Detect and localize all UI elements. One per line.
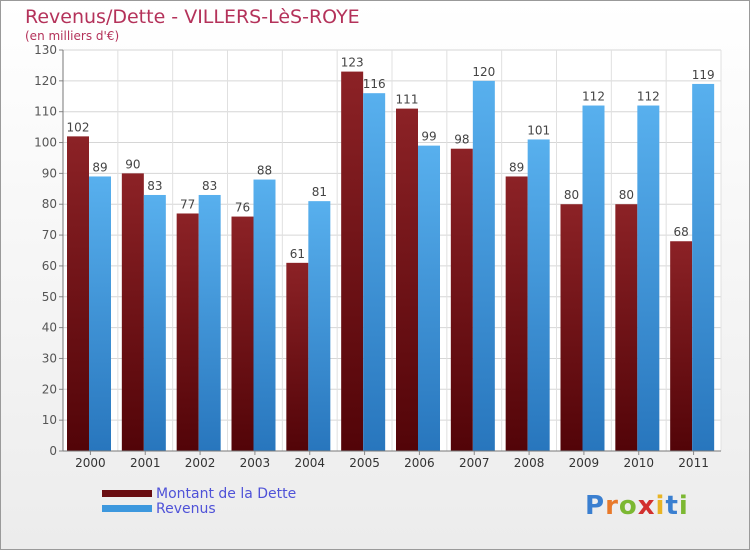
x-tick-label: 2009 [569,456,600,470]
data-label: 98 [454,133,469,147]
data-label: 89 [509,160,524,174]
y-tick-label: 20 [42,382,57,396]
x-tick-label: 2002 [185,456,216,470]
bar-dette [67,136,89,451]
logo-letter: i [655,491,666,521]
bar-dette [341,71,364,451]
bar-revenus [692,83,715,451]
chart-subtitle: (en milliers d'€) [25,29,120,43]
data-label: 83 [147,179,162,193]
bar-revenus [418,145,440,451]
data-label: 80 [619,188,634,202]
bar-dette [615,204,638,451]
data-label: 116 [363,77,386,91]
y-tick-label: 90 [42,166,57,180]
bar-dette [231,216,254,451]
legend-swatch-revenus [102,505,152,512]
bar-revenus [89,176,111,451]
bar-dette [560,204,583,451]
bar-revenus [143,194,166,451]
x-tick-label: 2011 [678,456,709,470]
bar-revenus [253,179,276,452]
bar-revenus [637,105,660,452]
bars [67,71,715,452]
data-label: 101 [527,123,550,137]
data-label: 119 [692,68,715,82]
x-tick-label: 2010 [623,456,654,470]
data-label: 83 [202,179,217,193]
x-tick-label: 2008 [514,456,545,470]
y-tick-label: 0 [49,444,57,458]
logo-letter: P [585,491,606,521]
y-tick-label: 40 [42,321,57,335]
bar-dette [450,148,473,451]
bar-dette [176,213,199,451]
data-label: 76 [235,201,250,215]
legend-swatch-dette [102,490,152,497]
y-tick-label: 30 [42,351,57,365]
data-label: 89 [92,160,107,174]
bar-dette [396,108,418,451]
data-label: 111 [396,93,419,107]
data-label: 61 [290,247,305,261]
y-tick-label: 100 [34,136,57,150]
data-label: 81 [312,185,327,199]
y-tick-label: 80 [42,197,57,211]
bar-dette [505,176,528,451]
logo-letter: t [665,491,679,521]
data-label: 77 [180,197,195,211]
data-label: 99 [421,130,436,144]
y-tick-label: 10 [42,413,57,427]
x-tick-label: 2003 [240,456,271,470]
legend-label-dette: Montant de la Dette [156,486,297,502]
logo-letter: x [637,491,656,521]
chart-title: Revenus/Dette - VILLERS-LèS-ROYE [25,6,360,28]
bar-dette [286,262,309,451]
grid-lines [62,49,722,452]
x-tick-label: 2004 [294,456,325,470]
x-tick-label: 2000 [75,456,106,470]
bar-revenus [472,80,495,451]
data-label: 123 [341,56,364,70]
data-labels: 102 89 90 83 77 83 76 88 61 81 123 116 111 99 98 120 89 1… [67,56,715,261]
bar-dette [121,173,144,451]
x-tick-label: 2005 [349,456,380,470]
y-tick-label: 120 [34,74,57,88]
logo-letter: r [605,491,619,521]
legend-label-revenus: Revenus [156,501,216,517]
proxiti-logo: Proxiti [585,491,689,521]
y-tick-label: 50 [42,290,57,304]
x-tick-label: 2007 [459,456,490,470]
logo-letter: i [678,491,689,521]
data-label: 112 [637,90,660,104]
data-label: 68 [674,225,689,239]
data-label: 102 [67,120,90,134]
bar-revenus [308,201,331,451]
data-label: 80 [564,188,579,202]
y-tick-label: 130 [34,43,57,57]
bar-revenus [363,93,386,451]
y-tick-label: 60 [42,259,57,273]
data-label: 90 [125,157,140,171]
bar-revenus [527,139,550,451]
bar-revenus [582,105,605,452]
x-tick-label: 2001 [130,456,161,470]
data-label: 120 [472,65,495,79]
axes: 0 10 20 30 40 50 60 70 80 90 100 110 120 130 2000 2001 2… [34,43,721,470]
bar-revenus [198,194,221,451]
x-tick-label: 2006 [404,456,435,470]
logo-letter: o [618,491,638,521]
y-tick-label: 110 [34,105,57,119]
bar-dette [670,241,693,451]
data-label: 88 [257,164,272,178]
data-label: 112 [582,90,605,104]
y-tick-label: 70 [42,228,57,242]
